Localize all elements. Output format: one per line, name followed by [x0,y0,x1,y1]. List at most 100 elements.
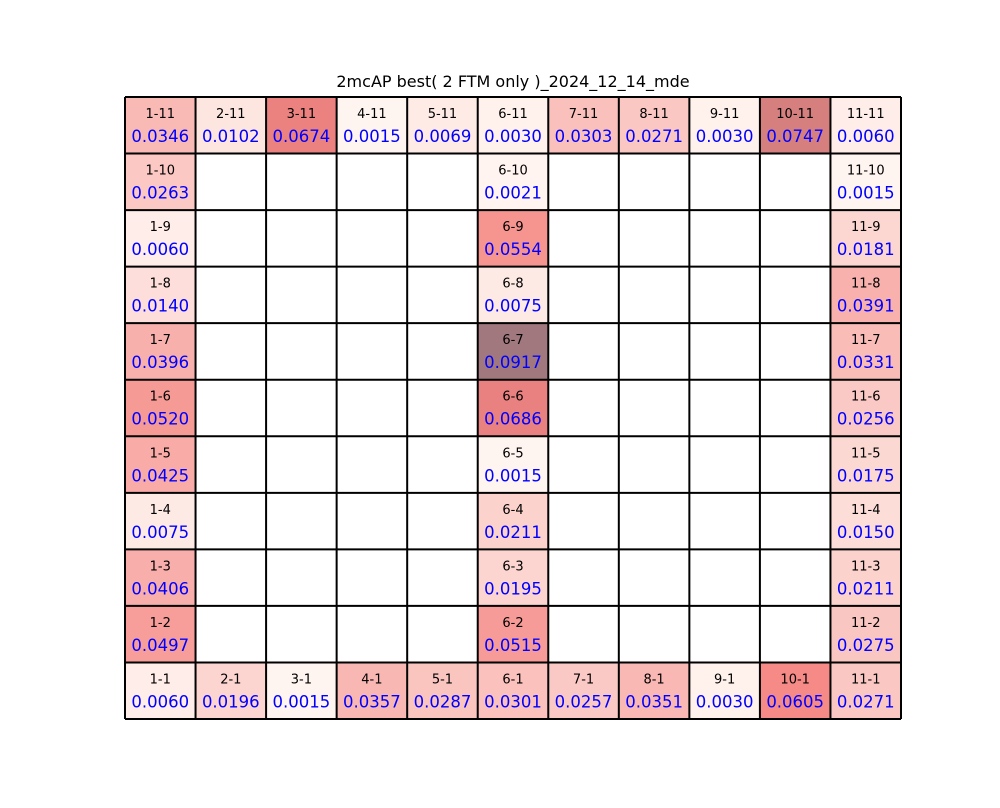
heatmap-cell: 2-1 0.0196 [195,662,267,719]
heatmap-cell: 3-11 0.0674 [266,97,337,154]
heatmap-cell-fill [759,97,831,154]
heatmap-cell-fill [830,97,901,154]
cell-value: 0.0396 [131,353,189,372]
cell-label: 1-11 [146,107,176,122]
heatmap-cell-fill [477,549,549,606]
cell-value: 0.0554 [484,240,542,259]
heatmap-cell: 6-1 0.0301 [477,662,549,719]
cells-layer: 1-11 0.0346 2-11 0.0102 3-11 0.0674 4-11 0.0015… [125,97,901,719]
heatmap-cell: 6-3 0.0195 [477,549,549,606]
cell-value: 0.0015 [484,466,542,485]
heatmap-cell: 11-3 0.0211 [830,549,901,606]
cell-label: 6-3 [502,559,523,574]
cell-label: 1-7 [150,333,171,348]
cell-value: 0.0195 [484,579,542,598]
heatmap-cell-fill [477,323,549,380]
cell-label: 1-1 [150,672,171,687]
heatmap-cell-fill [830,662,901,719]
heatmap-cell: 6-10 0.0021 [477,153,549,211]
heatmap-cell: 4-1 0.0357 [336,662,408,719]
heatmap-cell: 2-11 0.0102 [195,97,267,154]
cell-label: 1-10 [146,164,176,179]
cell-label: 10-1 [780,672,810,687]
cell-label: 11-8 [851,277,881,292]
heatmap-cell: 1-9 0.0060 [125,210,196,267]
heatmap-cell-fill [125,492,196,550]
heatmap-cell-fill [477,266,549,324]
cell-value: 0.0140 [131,297,189,316]
cell-label: 7-11 [569,107,599,122]
cell-label: 4-1 [361,672,382,687]
cell-value: 0.0060 [131,692,189,711]
heatmap-cell: 11-8 0.0391 [830,266,901,324]
cell-label: 11-2 [851,616,881,631]
heatmap-cell: 6-6 0.0686 [477,379,549,437]
heatmap-cell-fill [125,605,196,663]
cell-label: 1-8 [150,277,171,292]
heatmap-cell-fill [125,379,196,437]
heatmap-cell: 11-9 0.0181 [830,210,901,267]
cell-value: 0.0406 [131,579,189,598]
cell-value: 0.0211 [484,523,542,542]
heatmap-cell-fill [830,153,901,211]
cell-value: 0.0102 [202,127,260,146]
heatmap-cell-fill [477,210,549,267]
cell-value: 0.0686 [484,410,542,429]
heatmap-cell: 10-1 0.0605 [759,662,831,719]
heatmap-cell-fill [477,662,549,719]
heatmap-cell-fill [266,97,337,154]
cell-value: 0.0346 [131,127,189,146]
heatmap-cell-fill [830,210,901,267]
heatmap-cell: 3-1 0.0015 [266,662,337,719]
heatmap-cell: 8-11 0.0271 [618,97,690,154]
heatmap-cell-fill [477,436,549,493]
cell-label: 6-10 [498,164,528,179]
cell-label: 11-11 [847,107,885,122]
cell-label: 1-6 [150,390,171,405]
heatmap-cell-fill [125,210,196,267]
heatmap-cell-fill [548,662,619,719]
cell-value: 0.0015 [272,692,330,711]
cell-value: 0.0391 [837,297,895,316]
heatmap-cell-fill [618,662,690,719]
cell-value: 0.0196 [202,692,260,711]
heatmap-cell-fill [689,97,760,154]
cell-value: 0.0075 [484,297,542,316]
cell-label: 11-9 [851,220,881,235]
cell-value: 0.0425 [131,466,189,485]
heatmap-cell-fill [548,97,619,154]
chart-title: 2mcAP best( 2 FTM only )_2024_12_14_mde [336,72,690,91]
heatmap-cell: 11-5 0.0175 [830,436,901,493]
cell-label: 9-1 [714,672,735,687]
cell-value: 0.0015 [837,184,895,203]
cell-label: 1-2 [150,616,171,631]
cell-label: 11-7 [851,333,881,348]
cell-label: 11-3 [851,559,881,574]
heatmap-cell: 1-4 0.0075 [125,492,196,550]
cell-label: 6-6 [502,390,523,405]
cell-label: 6-9 [502,220,523,235]
cell-value: 0.0030 [696,127,754,146]
heatmap-cell: 1-2 0.0497 [125,605,196,663]
cell-label: 6-11 [498,107,528,122]
heatmap-cell-fill [477,379,549,437]
heatmap-cell: 8-1 0.0351 [618,662,690,719]
cell-value: 0.0497 [131,636,189,655]
heatmap-cell-fill [830,379,901,437]
heatmap-cell: 11-10 0.0015 [830,153,901,211]
heatmap-cell: 11-11 0.0060 [830,97,901,154]
cell-value: 0.0060 [131,240,189,259]
cell-value: 0.0287 [414,692,472,711]
cell-label: 6-1 [502,672,523,687]
heatmap-cell-fill [125,549,196,606]
heatmap-cell: 5-1 0.0287 [407,662,478,719]
cell-value: 0.0271 [625,127,683,146]
heatmap-cell: 11-1 0.0271 [830,662,901,719]
cell-label: 3-1 [291,672,312,687]
cell-label: 1-9 [150,220,171,235]
heatmap-cell: 1-1 0.0060 [125,662,196,719]
cell-value: 0.0275 [837,636,895,655]
heatmap-cell: 7-11 0.0303 [548,97,619,154]
heatmap-cell: 1-5 0.0425 [125,436,196,493]
cell-value: 0.0351 [625,692,683,711]
